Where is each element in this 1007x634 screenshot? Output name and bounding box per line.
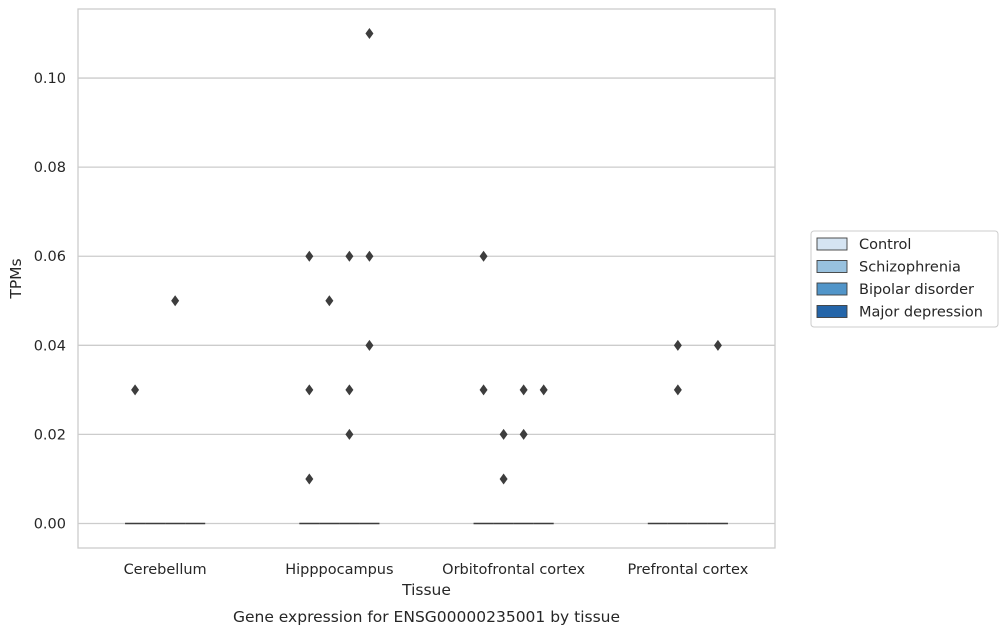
legend-swatch [816,305,848,318]
outlier-point [345,250,354,262]
outlier-point [673,339,682,351]
y-tick-label: 0.08 [34,160,66,176]
chart-caption: Gene expression for ENSG00000235001 by t… [233,608,620,626]
legend-swatch [816,260,848,273]
outlier-point [673,384,682,396]
outlier-point [519,384,528,396]
y-tick-label: 0.04 [34,338,66,354]
legend-swatch [816,282,848,296]
outliers [131,28,722,485]
outlier-point [499,428,508,440]
outlier-point [305,250,314,262]
outlier-point [519,428,528,440]
y-tick-label: 0.06 [34,249,66,265]
y-tick-label: 0.10 [34,71,66,87]
outlier-point [479,250,488,262]
legend-label: Major depression [859,305,983,321]
legend-swatch [816,237,848,251]
outlier-point [365,250,374,262]
outlier-point [365,28,374,39]
x-tick-label: Hipppocampus [285,562,393,578]
x-axis-label: Tissue [401,581,451,599]
x-tick-label: Prefrontal cortex [627,562,748,578]
x-tick-label: Cerebellum [124,562,207,578]
outlier-point [345,428,354,440]
outlier-point [345,384,354,396]
y-tick-label: 0.02 [34,427,66,443]
plot-frame [77,8,776,549]
legend-label: Control [859,237,911,253]
gridlines [78,77,775,525]
outlier-point [171,295,180,307]
legend: Control Schizophrenia Bipolar disorder Majo… [810,230,999,328]
legend-label: Bipolar disorder [859,282,974,298]
outlier-point [539,384,548,396]
y-axis-label: TPMs [7,258,25,299]
x-axis-ticks: Cerebellum Hipppocampus Orbitofrontal cort… [124,562,749,578]
x-tick-label: Orbitofrontal cortex [442,562,585,578]
outlier-point [365,339,374,351]
y-axis-ticks: 0.00 0.02 0.04 0.06 0.08 0.10 [34,71,66,532]
outlier-point [305,384,314,396]
outlier-point [325,295,334,307]
outlier-point [305,473,314,485]
outlier-point [479,384,488,396]
outlier-point [713,339,722,351]
y-tick-label: 0.00 [34,517,66,533]
legend-frame [810,230,999,328]
legend-label: Schizophrenia [859,260,961,276]
outlier-point [131,384,140,396]
outlier-point [499,473,508,485]
